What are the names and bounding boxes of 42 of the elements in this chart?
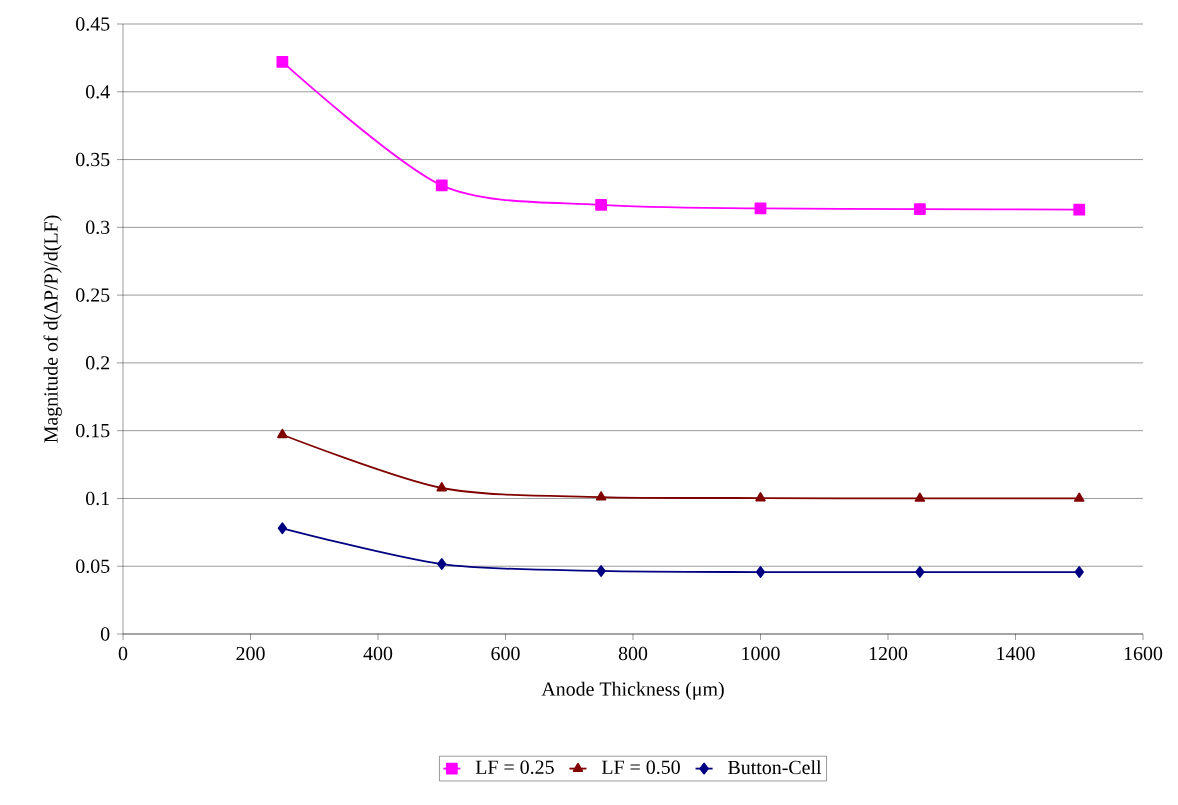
point (595, 491, 607, 501)
point (755, 566, 766, 578)
y-tick-label: 0.2 (86, 356, 110, 370)
y-tick-label: 0.45 (76, 17, 110, 31)
x-tick-label: 1000 (742, 646, 780, 661)
point (915, 566, 925, 578)
x-tick-label: 200 (236, 646, 265, 661)
y-tick-label: 0.4 (86, 85, 110, 99)
x-tick-label: 800 (618, 646, 648, 661)
y-tick-label: 0 (100, 627, 110, 641)
point (913, 203, 926, 215)
y-tick-label: 0.15 (76, 423, 110, 438)
y-tick-label: 0.05 (76, 559, 110, 573)
x-tick-label: 1200 (869, 646, 908, 661)
x-axis-title: Anode Thickness (μm) (541, 681, 724, 700)
point (1073, 203, 1086, 216)
legend-label: LF = 0.25 (475, 760, 554, 774)
x-tick-label: 600 (491, 646, 520, 661)
y-tick-label: 0.35 (76, 152, 110, 167)
point (596, 565, 606, 577)
point (1074, 566, 1084, 578)
point (436, 482, 447, 492)
legend-label: LF = 0.50 (601, 760, 680, 774)
y-axis-title: Magnitude of d(ΔP/P)/d(LF) (43, 215, 62, 443)
point (755, 492, 766, 502)
point (595, 199, 608, 211)
point (754, 202, 767, 215)
point (437, 558, 447, 570)
x-tick-label: 400 (363, 646, 393, 661)
point (277, 428, 288, 439)
x-tick-label: 1400 (997, 646, 1035, 661)
y-tick-label: 0.1 (86, 491, 109, 506)
point (435, 179, 448, 192)
legend-label: Button-Cell (728, 760, 822, 775)
y-tick-label: 0.25 (76, 288, 110, 302)
x-tick-label: 1600 (1124, 646, 1163, 661)
point (276, 56, 289, 68)
x-tick-label: 0 (118, 646, 128, 661)
y-tick-label: 0.3 (86, 220, 110, 235)
point (277, 522, 288, 535)
point (1074, 492, 1085, 502)
point (914, 492, 926, 502)
